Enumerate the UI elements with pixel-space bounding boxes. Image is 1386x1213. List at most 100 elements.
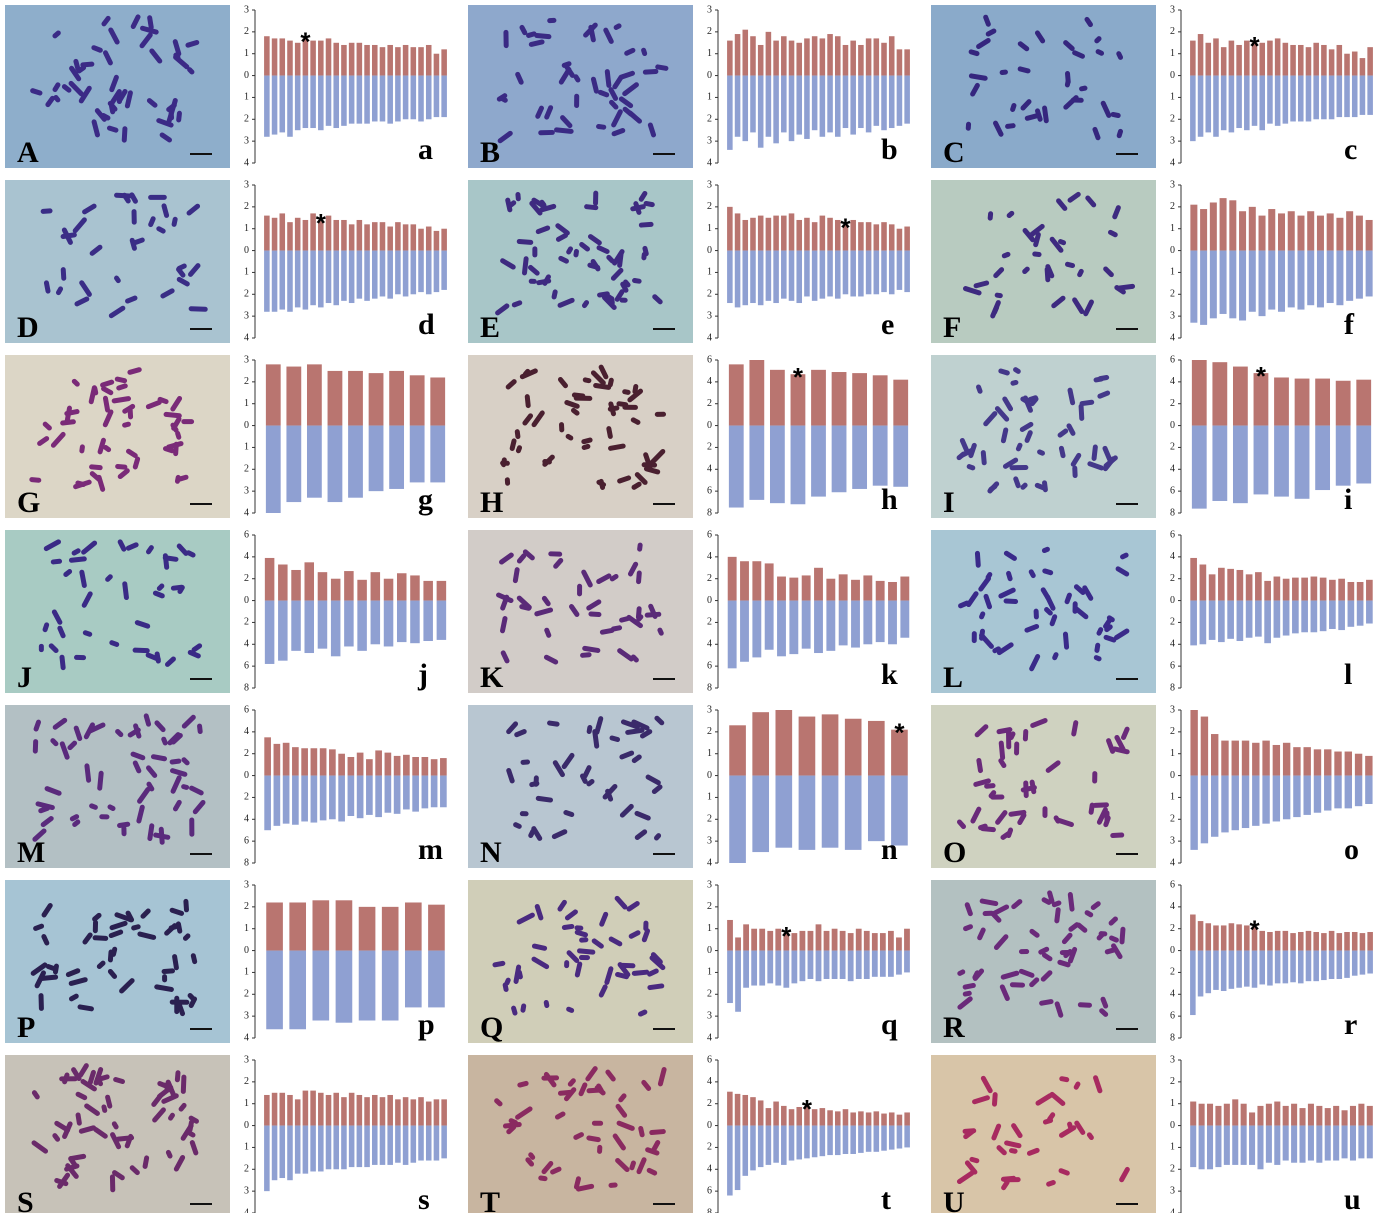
arm-bar xyxy=(1237,601,1244,641)
arm-bar xyxy=(789,578,798,601)
arm-bar xyxy=(767,931,773,951)
arm-bar xyxy=(826,579,835,601)
arm-bar xyxy=(1213,925,1219,950)
arm-bar xyxy=(1218,568,1225,601)
arm-bar xyxy=(1192,426,1207,509)
arm-bar xyxy=(1321,933,1327,950)
arm-bar xyxy=(858,45,864,76)
chromosome xyxy=(564,960,569,968)
y-tick-label: 6 xyxy=(244,660,249,671)
arm-bar xyxy=(863,575,872,600)
arm-bar xyxy=(329,776,336,820)
micrograph-background xyxy=(5,5,230,168)
micrograph-background xyxy=(931,180,1156,343)
arm-bar xyxy=(843,45,849,76)
chromosome xyxy=(1098,931,1107,936)
y-tick-label: 4 xyxy=(707,857,712,868)
arm-bar xyxy=(893,380,908,426)
arm-bar xyxy=(279,213,285,250)
y-tick-label: 0 xyxy=(244,420,249,431)
chromosome xyxy=(620,963,636,969)
panel-label: I xyxy=(943,486,955,519)
arm-bar xyxy=(727,207,733,251)
y-tick-label: 3 xyxy=(707,4,712,15)
arm-bar xyxy=(441,229,447,251)
y-tick-label: 3 xyxy=(1170,1185,1175,1196)
arm-bar xyxy=(341,251,347,301)
y-tick-label: 3 xyxy=(1170,835,1175,846)
arm-bar xyxy=(1355,776,1362,807)
arm-bar xyxy=(328,371,343,426)
y-tick-label: 0 xyxy=(707,770,712,781)
y-tick-label: 2 xyxy=(707,1142,712,1153)
micrograph: G xyxy=(5,355,230,519)
chromosome xyxy=(972,631,977,643)
idiogram: 32101234*n xyxy=(707,704,908,868)
y-tick-label: 4 xyxy=(244,1207,249,1213)
arm-bar xyxy=(759,951,765,986)
arm-bar xyxy=(1268,209,1275,251)
arm-bar xyxy=(418,251,424,293)
arm-bar xyxy=(303,76,309,128)
arm-bar xyxy=(1356,380,1371,426)
arm-bar xyxy=(1346,251,1353,301)
arm-bar xyxy=(820,1126,826,1157)
arm-bar xyxy=(431,776,438,808)
arm-bar xyxy=(820,251,826,299)
arm-bar xyxy=(1288,211,1295,250)
arm-bar xyxy=(1199,1104,1205,1126)
arm-bar xyxy=(1283,931,1289,951)
idiogram: 64202468*r xyxy=(1170,879,1373,1043)
arm-bar xyxy=(1342,1110,1348,1125)
chromosome xyxy=(148,195,167,200)
chart-label: s xyxy=(418,1183,430,1213)
arm-bar xyxy=(287,41,293,76)
arm-bar xyxy=(856,951,862,979)
chromosome xyxy=(1042,806,1047,818)
arm-bar xyxy=(791,951,797,984)
arm-bar xyxy=(816,924,822,950)
y-tick-label: 6 xyxy=(707,529,712,540)
chromosome xyxy=(183,899,189,913)
arm-bar xyxy=(1336,381,1351,426)
arm-bar xyxy=(441,251,447,290)
arm-bar xyxy=(430,377,445,425)
arm-bar xyxy=(1205,951,1211,994)
chromosome xyxy=(620,298,628,303)
arm-bar xyxy=(1324,749,1331,775)
arm-bar xyxy=(1252,76,1258,126)
arm-bar xyxy=(766,218,772,251)
y-tick-label: 1 xyxy=(244,1098,249,1109)
y-tick-label: 3 xyxy=(1170,4,1175,15)
chromosome xyxy=(1003,598,1018,604)
chromosome xyxy=(39,644,44,652)
arm-bar xyxy=(357,76,363,124)
arm-bar xyxy=(1365,776,1372,804)
arm-bar xyxy=(1205,923,1211,950)
arm-bar xyxy=(303,1126,309,1174)
arm-bar xyxy=(1336,251,1343,306)
arm-bar xyxy=(403,251,409,297)
annotation: * xyxy=(802,1094,813,1124)
y-tick-label: 0 xyxy=(244,245,249,256)
chromosome xyxy=(639,222,654,228)
arm-bar xyxy=(1337,76,1343,118)
arm-bar xyxy=(1355,754,1362,776)
idiogram: 32101234b xyxy=(707,4,910,168)
arm-bar xyxy=(1313,43,1319,76)
arm-bar xyxy=(1257,1106,1263,1126)
y-tick-label: 1 xyxy=(707,792,712,803)
arm-bar xyxy=(395,47,401,75)
micrograph-background xyxy=(5,530,230,693)
arm-bar xyxy=(1221,776,1228,833)
arm-bar xyxy=(364,76,370,124)
arm-bar xyxy=(770,370,785,426)
arm-bar xyxy=(1298,932,1304,951)
arm-bar xyxy=(749,360,764,426)
arm-bar xyxy=(266,951,283,1030)
arm-bar xyxy=(758,216,764,251)
arm-bar xyxy=(403,1126,409,1165)
chromosome xyxy=(541,1075,559,1080)
y-tick-label: 4 xyxy=(707,639,712,650)
arm-bar xyxy=(1266,1104,1272,1126)
